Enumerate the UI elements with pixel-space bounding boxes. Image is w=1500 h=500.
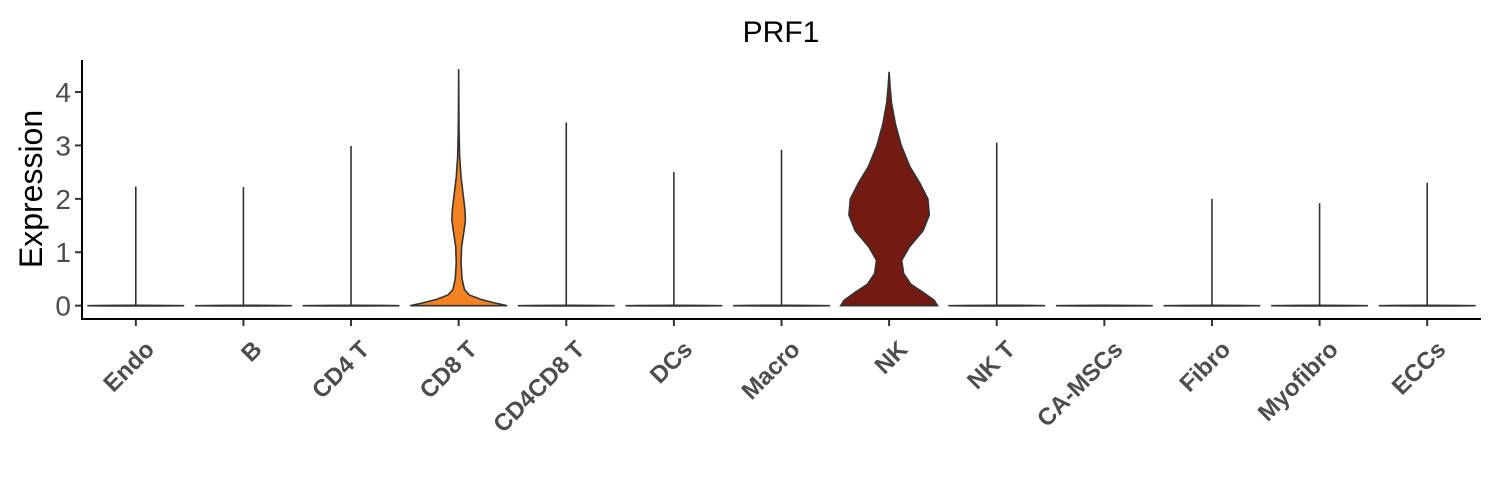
violin-cd4cd8-t (517, 122, 615, 307)
violin-body (1055, 304, 1153, 307)
x-tick-label: DCs (645, 336, 698, 389)
x-tick-label: ECCs (1387, 336, 1451, 400)
y-tick-label: 3 (55, 130, 71, 161)
x-tick-label: Fibro (1175, 336, 1237, 398)
violin-eccs (1378, 182, 1476, 307)
x-tick-label: NK T (962, 336, 1021, 395)
violin-nk (839, 71, 939, 307)
x-tick-label: Macro (737, 336, 806, 405)
y-ticks: 0 1 2 3 4 (55, 77, 82, 322)
violin-fibro (1163, 198, 1261, 307)
violin-ca-mscs (1055, 304, 1153, 307)
x-tick-label: B (236, 336, 267, 367)
x-tick-label: NK (870, 336, 914, 380)
violin-nk-t (948, 142, 1046, 307)
x-tick-label: Endo (98, 336, 160, 398)
x-tick-label: CD4CD8 T (488, 336, 590, 438)
y-tick-label: 2 (55, 184, 71, 215)
x-tick-label: CD8 T (415, 336, 483, 404)
violin-endo (87, 186, 185, 307)
x-ticks: Endo B CD4 T CD8 T CD4CD8 T DCs Macro NK NK T CA-… (98, 319, 1451, 438)
violin-cd4-t (302, 145, 400, 307)
y-tick-label: 0 (55, 291, 71, 322)
x-tick-label: Myofibro (1253, 336, 1344, 427)
y-axis-label: Expression (13, 110, 49, 268)
violin-body (839, 71, 939, 307)
violin-myofibro (1271, 203, 1369, 307)
y-tick-label: 1 (55, 237, 71, 268)
violin-body (410, 69, 508, 307)
violin-b (194, 187, 292, 307)
violin-cd8-t (410, 69, 508, 307)
violin-dcs (625, 172, 723, 307)
y-tick-label: 4 (55, 77, 71, 108)
chart-title: PRF1 (743, 16, 820, 49)
x-tick-label: CD4 T (307, 336, 375, 404)
violins (87, 69, 1476, 307)
x-tick-label: CA-MSCs (1032, 336, 1128, 432)
violin-macro (733, 149, 830, 307)
